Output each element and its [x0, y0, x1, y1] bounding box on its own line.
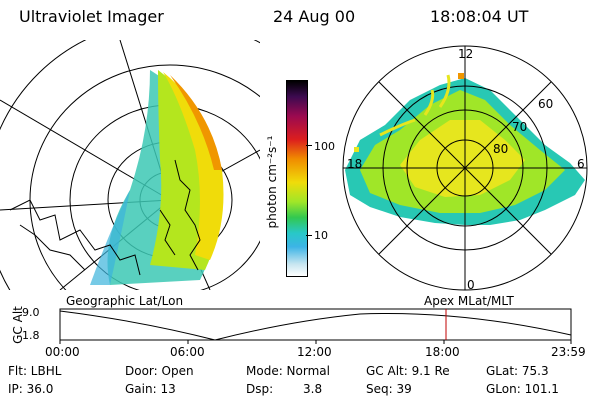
status-gc-alt: GC Alt: 9.1 Re [366, 364, 450, 378]
colorbar-tick-10 [306, 235, 312, 236]
mlt-label-6: 6 [577, 157, 585, 171]
time-tick-0600: 06:00 [170, 345, 205, 359]
time-tick-1200: 12:00 [297, 345, 332, 359]
time-tick-1800: 18:00 [425, 345, 460, 359]
colorbar-tick-100 [306, 145, 312, 146]
colorbar-unit-label: photon cm⁻²s⁻¹ [265, 135, 279, 229]
time-label: 18:08:04 UT [430, 7, 529, 26]
alt-ytick-high: 9.0 [22, 306, 40, 319]
status-filter: Flt: LBHL [8, 364, 62, 378]
geographic-map [0, 40, 260, 290]
status-dsp-label: Dsp: [246, 382, 274, 396]
status-mode: Mode: Normal [246, 364, 330, 378]
status-dsp-value: 3.8 [303, 382, 323, 396]
date-label: 24 Aug 00 [273, 7, 356, 26]
lat-label-70: 70 [512, 120, 528, 134]
polar-plot [342, 45, 588, 291]
lat-label-80: 80 [493, 142, 509, 156]
altitude-plot [59, 308, 572, 344]
colorbar-label-100: 100 [314, 140, 335, 153]
alt-ytick-low: 1.8 [22, 329, 40, 342]
status-door: Door: Open [125, 364, 194, 378]
colorbar [286, 80, 308, 277]
lat-label-60: 60 [538, 97, 554, 111]
mlt-label-12: 12 [458, 47, 474, 61]
mlt-label-0: 0 [467, 278, 475, 292]
time-tick-2359: 23:59 [551, 345, 586, 359]
instrument-title: Ultraviolet Imager [19, 7, 164, 26]
time-tick-0000: 00:00 [45, 345, 80, 359]
status-seq: Seq: 39 [366, 382, 412, 396]
colorbar-label-10: 10 [314, 229, 328, 242]
status-glat: GLat: 75.3 [486, 364, 549, 378]
left-panel-title: Geographic Lat/Lon [66, 294, 184, 308]
status-glon: GLon: 101.1 [486, 382, 559, 396]
mlt-label-18: 18 [347, 157, 363, 171]
status-ip: IP: 36.0 [8, 382, 54, 396]
status-gain: Gain: 13 [125, 382, 176, 396]
right-panel-title: Apex MLat/MLT [424, 294, 514, 308]
